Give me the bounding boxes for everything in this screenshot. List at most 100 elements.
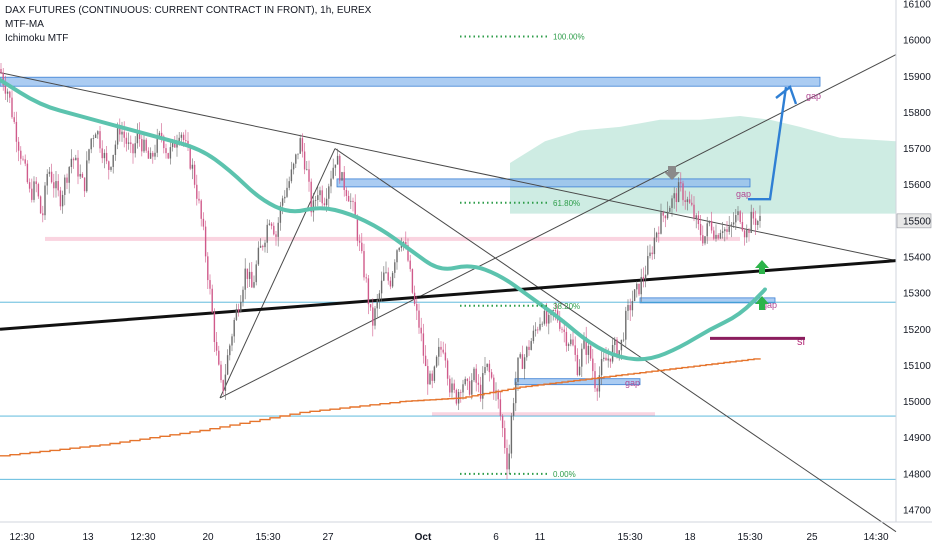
candle-body	[717, 234, 719, 239]
candle-body	[297, 153, 299, 155]
candle-body	[204, 226, 207, 257]
candle-body	[55, 181, 57, 189]
candle-body	[484, 367, 486, 374]
candle-body	[37, 184, 40, 197]
candle-body	[196, 184, 198, 199]
candle-body	[427, 366, 429, 385]
candle-body	[134, 143, 136, 154]
y-tick-label: 16000	[903, 36, 931, 47]
projection-arrow	[748, 86, 788, 201]
candle-body	[189, 146, 191, 169]
candle-body	[713, 230, 715, 239]
candle-body	[314, 199, 317, 201]
candle-body	[512, 403, 515, 416]
candle-body	[72, 158, 75, 161]
candle-body	[504, 428, 506, 448]
candle-body	[462, 384, 464, 393]
candle-body	[246, 268, 249, 279]
candle-body	[233, 319, 235, 337]
candle-body	[363, 251, 365, 278]
candle-body	[697, 215, 700, 225]
candle-body	[248, 271, 251, 279]
y-tick-label: 14700	[903, 506, 931, 517]
candle-body	[121, 131, 123, 135]
candle-body	[207, 256, 209, 281]
candle-body	[750, 211, 752, 233]
candle-body	[636, 283, 638, 290]
candle-body	[684, 200, 686, 203]
last-price-label: 15500	[903, 216, 931, 227]
candle-body	[596, 388, 598, 392]
candle-body	[325, 198, 328, 206]
candles	[0, 62, 761, 480]
candle-body	[455, 389, 458, 404]
candle-body	[647, 256, 649, 275]
y-axis[interactable]: 14700 14800 14900 15000 15100 15200 15300 15400…	[896, 0, 932, 517]
legend-indicator-ma[interactable]: MTF-MA	[5, 19, 44, 30]
legend-indicator-ichimoku[interactable]: Ichimoku MTF	[5, 33, 69, 44]
candle-body	[237, 309, 240, 312]
candle-body	[686, 199, 689, 203]
candle-body	[429, 373, 431, 385]
x-axis[interactable]: 12:30 13 12:30 20 15:30 27 Oct 6 11 15:30 18 15:30 2…	[9, 532, 888, 543]
candle-body	[523, 357, 526, 369]
candle-body	[721, 231, 724, 233]
candle-body	[561, 328, 563, 330]
candle-body	[605, 357, 607, 361]
candle-body	[587, 345, 590, 355]
candle-body	[185, 140, 187, 141]
candle-body	[664, 215, 667, 219]
candle-body	[369, 304, 372, 308]
candle-body	[306, 169, 308, 171]
candle-body	[2, 72, 4, 86]
candle-body	[490, 372, 493, 378]
candle-body	[284, 196, 286, 199]
candle-body	[488, 363, 491, 373]
candle-body	[167, 153, 169, 159]
candle-body	[398, 247, 400, 251]
candle-body	[257, 247, 260, 265]
candle-body	[710, 221, 713, 231]
candle-body	[226, 355, 229, 375]
candle-body	[499, 399, 502, 416]
candle-body	[559, 320, 561, 329]
candle-body	[301, 138, 304, 152]
candle-body	[629, 305, 631, 311]
candle-body	[594, 371, 596, 389]
candle-body	[433, 366, 436, 381]
candle-body	[508, 453, 510, 470]
candle-body	[730, 224, 733, 227]
arrow-down-icon	[664, 166, 680, 180]
candle-body	[273, 225, 275, 235]
trendline-wedge-left	[219, 148, 336, 399]
candle-body	[83, 177, 86, 192]
candle-body	[77, 157, 79, 177]
candle-body	[548, 314, 550, 324]
candle-body	[141, 138, 143, 152]
candle-body	[288, 181, 290, 188]
candle-body	[35, 181, 37, 185]
candle-body	[677, 182, 680, 202]
candle-body	[290, 169, 293, 182]
fib-level-label: 61.80%	[553, 199, 580, 208]
candle-body	[97, 131, 99, 135]
candle-body	[741, 222, 744, 231]
candle-body	[743, 230, 746, 238]
candle-body	[343, 172, 345, 191]
candle-body	[537, 329, 539, 331]
y-tick-label: 15400	[903, 253, 931, 264]
candle-body	[244, 268, 246, 290]
legend-title[interactable]: DAX FUTURES (CONTINUOUS: CURRENT CONTRAC…	[5, 5, 372, 16]
candle-body	[42, 213, 44, 216]
candle-body	[380, 280, 383, 294]
candle-body	[394, 262, 396, 273]
candle-body	[464, 378, 466, 385]
x-tick-label: 15:30	[617, 532, 642, 543]
y-tick-label: 15200	[903, 325, 931, 336]
trendline-black-support	[0, 259, 897, 331]
candle-body	[94, 134, 97, 139]
candle-body	[332, 167, 334, 179]
candle-body	[442, 349, 444, 353]
candle-body	[116, 128, 119, 145]
